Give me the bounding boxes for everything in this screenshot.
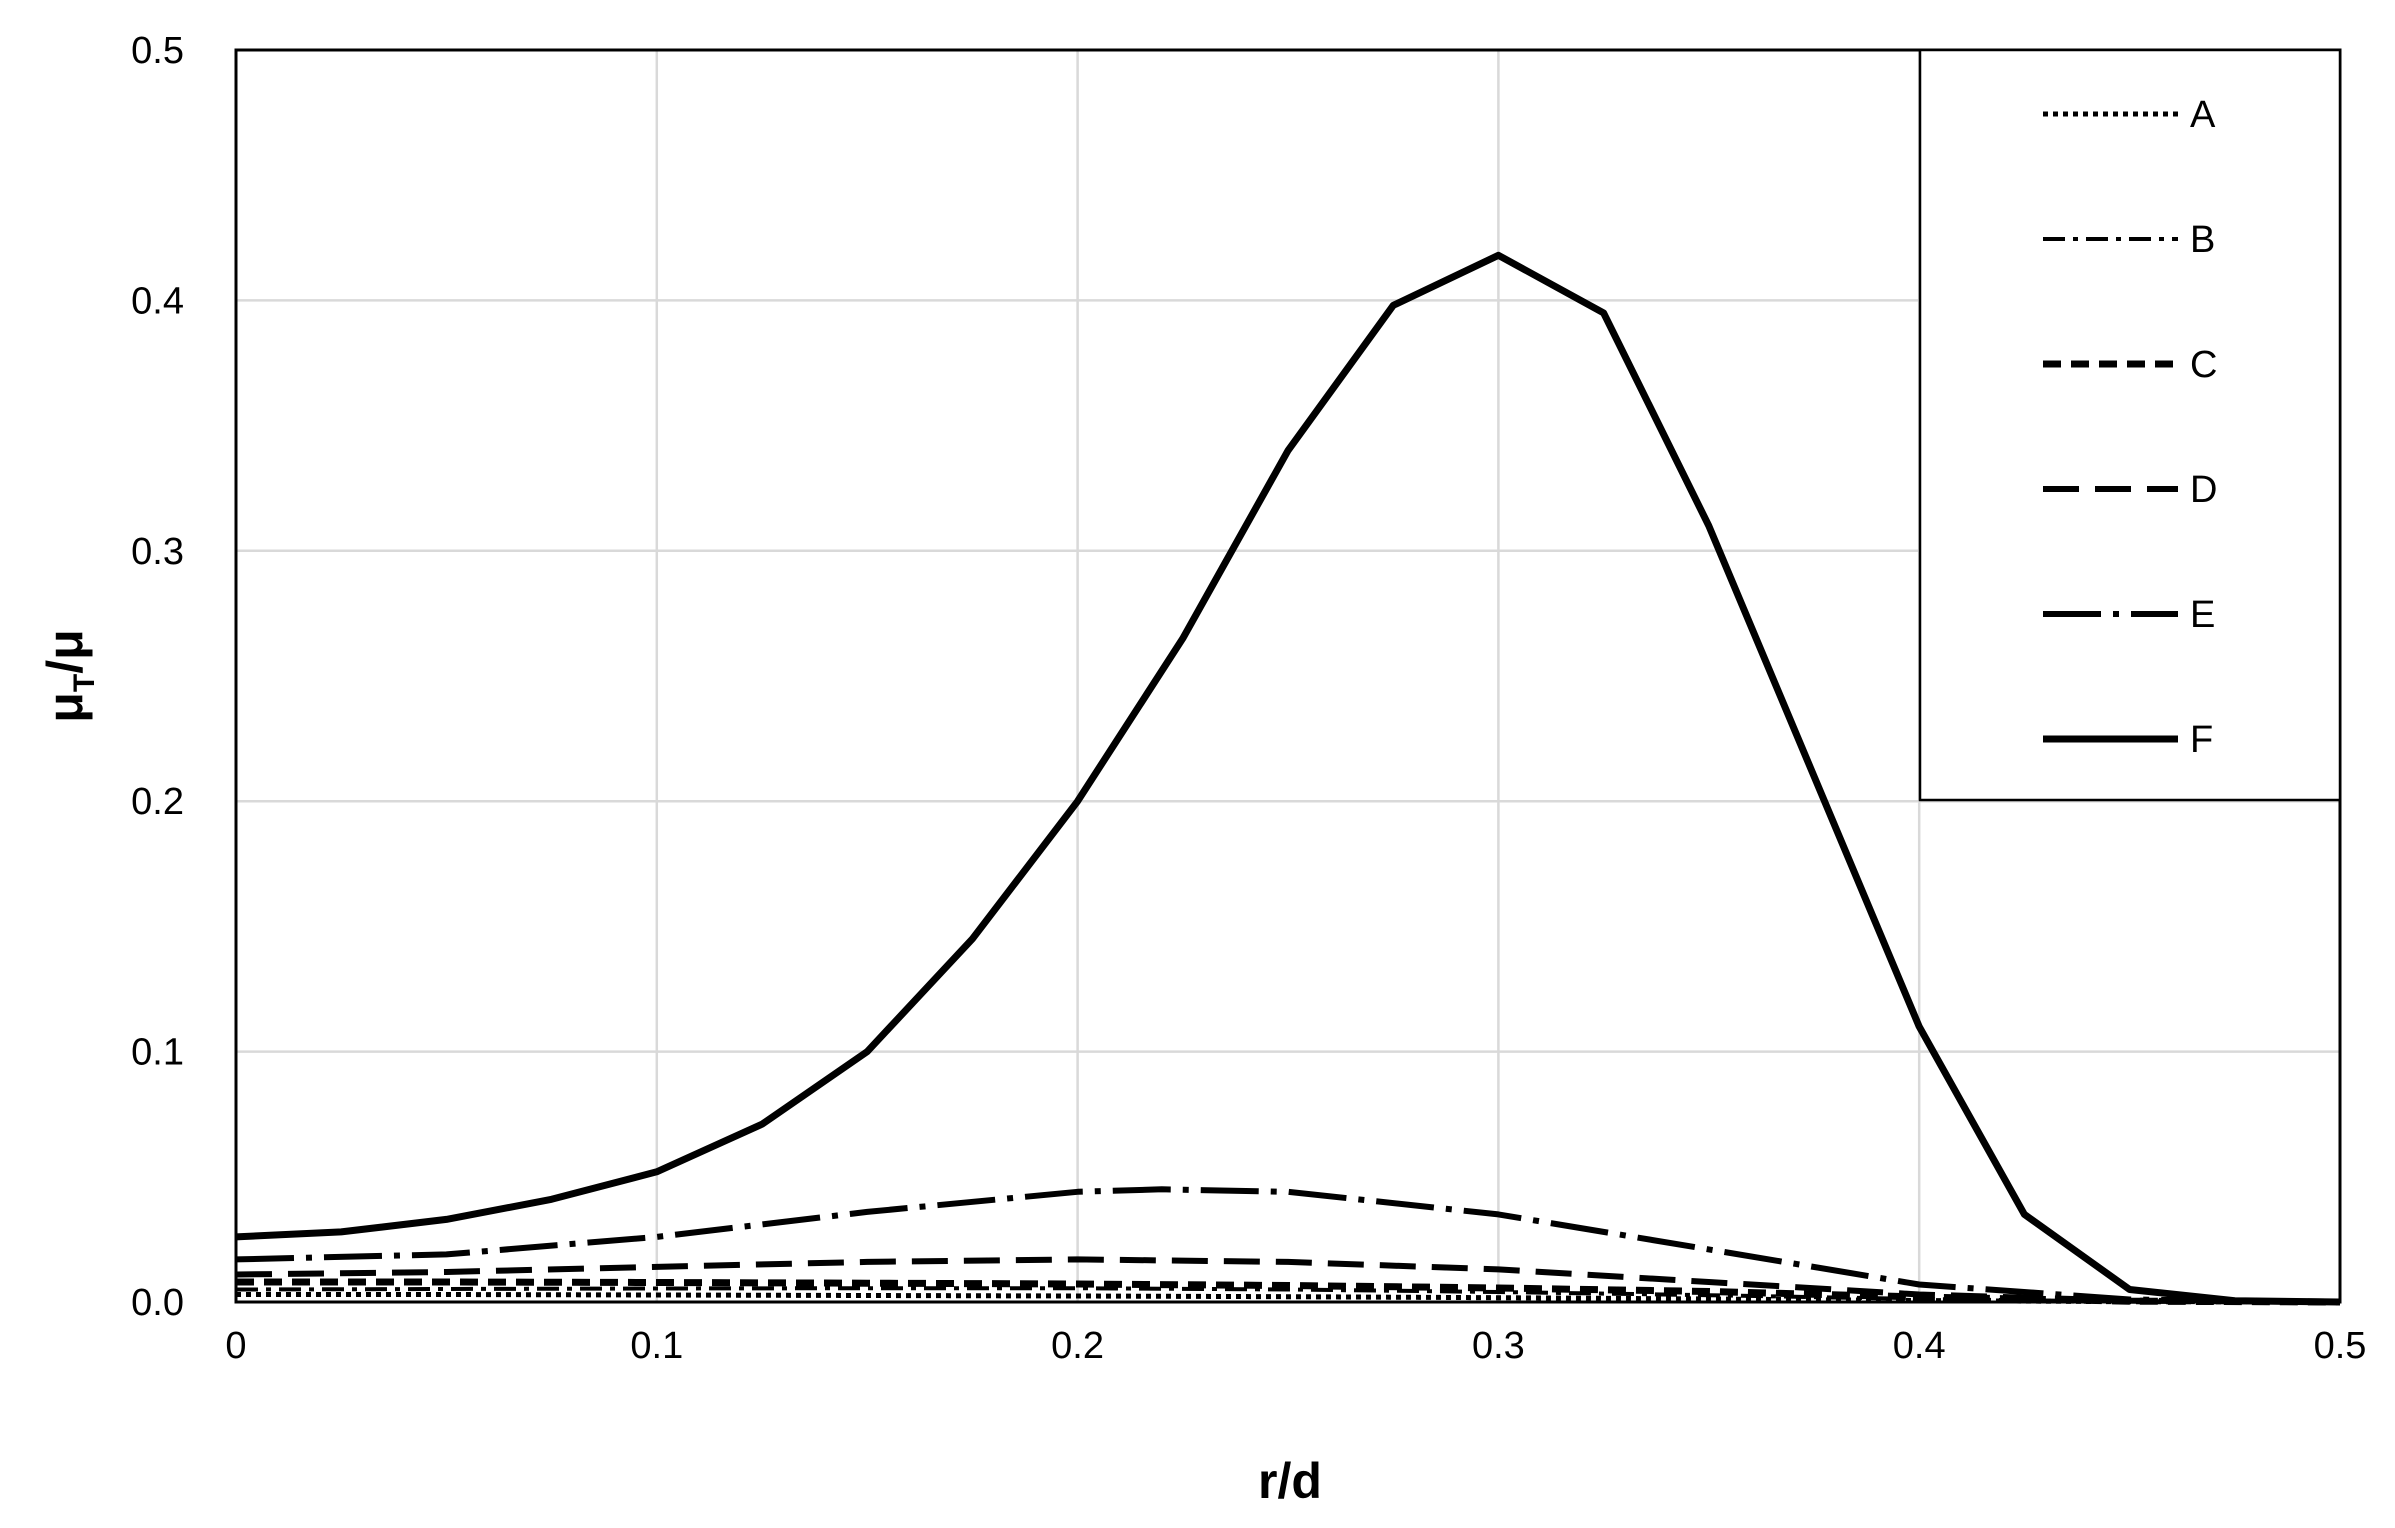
legend-box bbox=[1918, 48, 2342, 802]
x-tick-label: 0 bbox=[225, 1325, 246, 1367]
y-axis-label: μT/μ bbox=[37, 629, 101, 722]
y-tick-label: 0.2 bbox=[131, 781, 184, 823]
x-tick-label: 0.5 bbox=[2314, 1325, 2367, 1367]
series-group bbox=[235, 251, 2341, 1306]
y-axis-tick-labels: 0.0 0.1 0.2 0.3 0.4 0.5 bbox=[131, 30, 184, 1324]
x-axis-label: r/d bbox=[1258, 1453, 1322, 1509]
x-tick-label: 0.2 bbox=[1051, 1325, 1104, 1367]
y-tick-label: 0.5 bbox=[131, 30, 184, 72]
legend-label-d: D bbox=[2190, 469, 2217, 511]
series-line-f bbox=[235, 251, 2341, 1306]
series-line-c bbox=[236, 1278, 2341, 1306]
legend-label-b: B bbox=[2190, 219, 2215, 261]
y-axis-label-tail: /μ bbox=[37, 629, 93, 673]
legend-label-f: F bbox=[2190, 719, 2213, 761]
x-tick-label: 0.1 bbox=[630, 1325, 683, 1367]
legend-label-c: C bbox=[2190, 344, 2217, 386]
x-axis-tick-labels: 0 0.1 0.2 0.3 0.4 0.5 bbox=[225, 1325, 2366, 1367]
y-axis-label-main: μ bbox=[37, 692, 93, 723]
svg-text:μT/μ: μT/μ bbox=[37, 629, 101, 722]
y-tick-label: 0.3 bbox=[131, 531, 184, 573]
series-line-d bbox=[235, 1256, 2341, 1305]
x-tick-label: 0.3 bbox=[1472, 1325, 1525, 1367]
y-tick-label: 0.1 bbox=[131, 1032, 184, 1074]
y-tick-label: 0.4 bbox=[131, 280, 184, 322]
y-tick-label: 0.0 bbox=[131, 1282, 184, 1324]
x-tick-label: 0.4 bbox=[1893, 1325, 1946, 1367]
legend: A B C D E F bbox=[1918, 48, 2342, 802]
legend-label-e: E bbox=[2190, 594, 2215, 636]
y-axis-label-subscript: T bbox=[68, 674, 101, 692]
legend-label-a: A bbox=[2190, 94, 2216, 136]
series-line-e bbox=[235, 1186, 2341, 1305]
